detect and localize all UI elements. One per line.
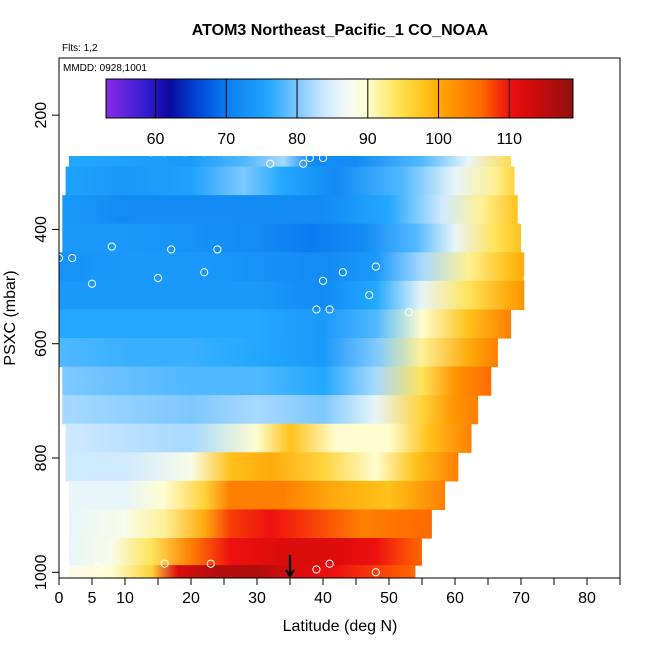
heatmap-layer bbox=[59, 80, 525, 578]
x-tick-label: 5 bbox=[88, 590, 97, 607]
sample-point bbox=[325, 559, 334, 568]
sample-point bbox=[167, 245, 176, 254]
colorbar-tick-label: 80 bbox=[288, 131, 306, 148]
sample-point bbox=[107, 242, 116, 251]
heatmap-row bbox=[59, 252, 525, 282]
dates-label: MMDD: 0928,1001 bbox=[63, 63, 147, 74]
heatmap-row bbox=[65, 166, 515, 196]
y-tick-label: 600 bbox=[33, 330, 50, 357]
sample-point bbox=[94, 562, 103, 571]
colorbar-tick-label: 60 bbox=[147, 131, 165, 148]
colorbar bbox=[105, 78, 574, 119]
y-axis: 200 400 600 800 1000 bbox=[33, 102, 59, 590]
colorbar-ticks: 60 70 80 90 100 110 bbox=[147, 79, 523, 148]
sample-point bbox=[371, 568, 380, 577]
x-tick-label: 0 bbox=[55, 590, 64, 607]
y-axis-label: PSXC (mbar) bbox=[2, 270, 19, 365]
colorbar-tick-label: 70 bbox=[217, 131, 235, 148]
sample-point bbox=[312, 565, 321, 574]
sample-point bbox=[213, 245, 222, 254]
x-tick-label: 10 bbox=[116, 590, 134, 607]
chart-title: ATOM3 Northeast_Pacific_1 CO_NOAA bbox=[192, 22, 489, 39]
x-tick-label: 70 bbox=[512, 590, 530, 607]
heatmap-row bbox=[68, 480, 446, 511]
x-tick-label: 20 bbox=[182, 590, 200, 607]
x-tick-label: 50 bbox=[380, 590, 398, 607]
sample-point bbox=[68, 253, 77, 263]
heatmap-row bbox=[59, 338, 498, 368]
sample-point bbox=[266, 159, 275, 168]
y-tick-label: 1000 bbox=[33, 554, 50, 590]
heatmap-row bbox=[59, 309, 512, 339]
heatmap-row bbox=[68, 509, 432, 539]
heatmap-row bbox=[65, 423, 472, 453]
heatmap-row bbox=[65, 452, 459, 482]
x-tick-label: 60 bbox=[446, 590, 464, 607]
sample-point bbox=[153, 273, 163, 283]
heatmap-row bbox=[59, 280, 525, 311]
sample-point bbox=[371, 262, 380, 271]
y-tick-label: 200 bbox=[33, 102, 50, 129]
x-tick-label: 80 bbox=[578, 590, 596, 607]
y-tick-label: 800 bbox=[33, 445, 50, 472]
sample-point bbox=[160, 559, 169, 568]
sample-point bbox=[338, 268, 347, 277]
x-tick-label: 30 bbox=[248, 590, 266, 607]
colorbar-tick-label: 110 bbox=[497, 131, 523, 148]
heatmap-row bbox=[62, 223, 522, 253]
sample-point bbox=[318, 276, 328, 285]
sample-point bbox=[365, 291, 374, 300]
sample-point bbox=[87, 279, 97, 288]
x-axis: 0 5 10 20 30 40 50 60 70 80 bbox=[55, 578, 621, 607]
sample-point bbox=[312, 305, 321, 314]
sample-point bbox=[523, 273, 532, 283]
heatmap-row bbox=[62, 195, 518, 225]
plot-frame bbox=[58, 57, 621, 579]
sample-point bbox=[61, 556, 70, 565]
sample-point bbox=[206, 559, 215, 568]
heatmap-row bbox=[62, 366, 492, 396]
sample-point bbox=[404, 308, 413, 317]
sample-point bbox=[299, 159, 308, 168]
latitude-marker-arrow bbox=[285, 555, 295, 578]
x-axis-label: Latitude (deg N) bbox=[283, 618, 398, 635]
y-tick-label: 400 bbox=[33, 216, 50, 243]
sample-point bbox=[325, 305, 334, 314]
colorbar-tick-label: 90 bbox=[359, 131, 377, 148]
colorbar-tick-label: 100 bbox=[425, 131, 452, 148]
sample-point bbox=[200, 268, 209, 277]
flights-label: Flts: 1,2 bbox=[62, 43, 98, 54]
heatmap-row bbox=[68, 565, 416, 578]
heatmap-row bbox=[68, 538, 423, 566]
x-tick-label: 40 bbox=[314, 590, 332, 607]
heatmap-row bbox=[62, 395, 479, 425]
